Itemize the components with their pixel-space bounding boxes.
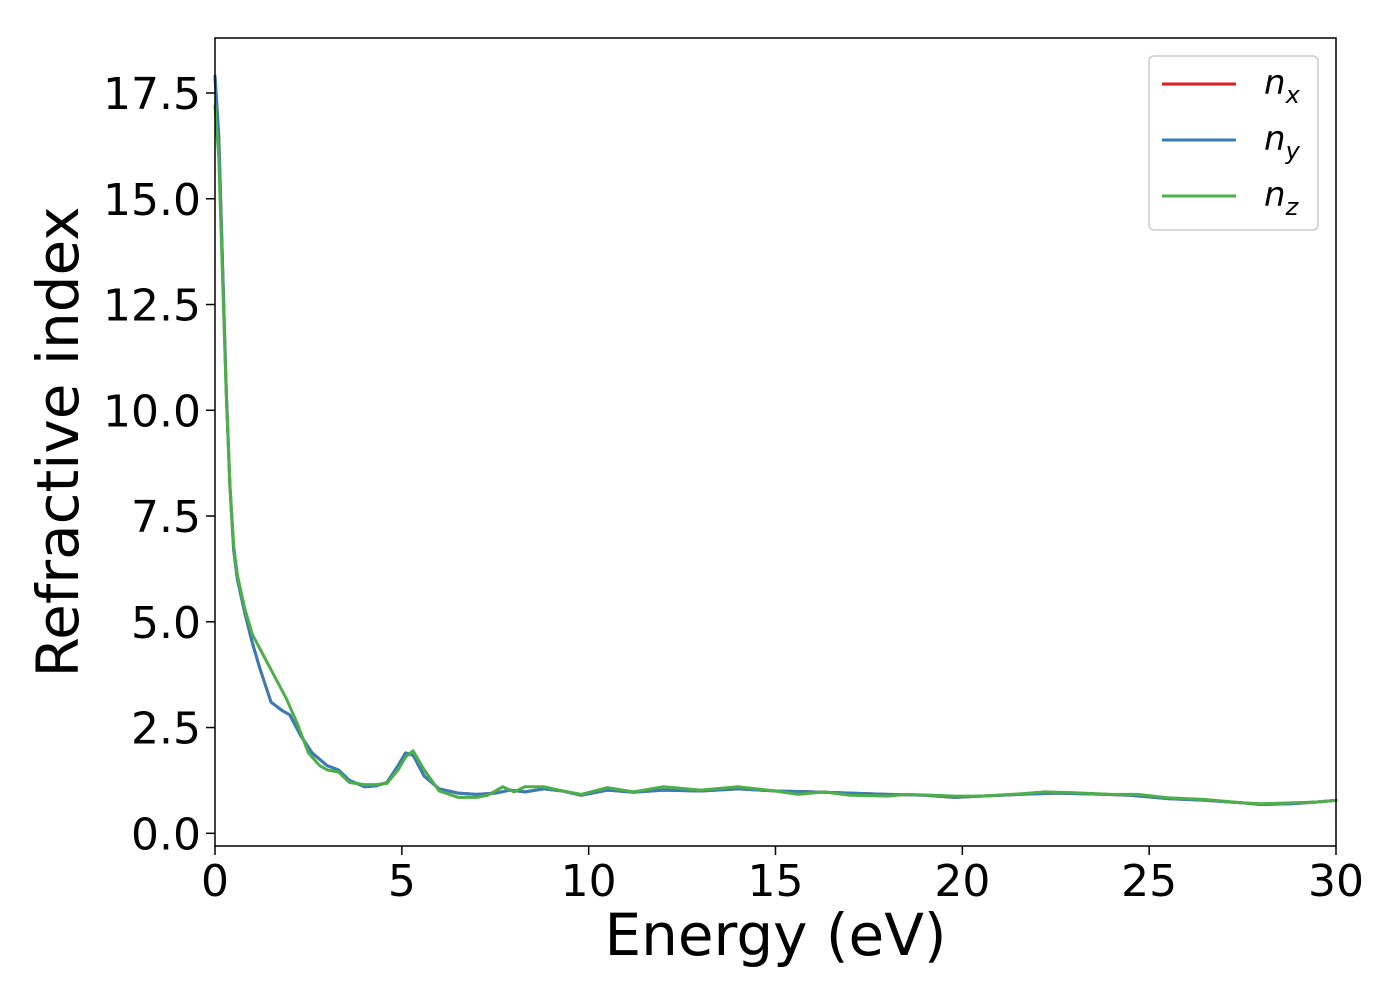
legend-entry-n-y: ny (1162, 119, 1301, 165)
x-tick-label: 10 (561, 856, 617, 907)
legend-label-subscript: y (1285, 137, 1301, 165)
legend-label-main: n (1264, 119, 1286, 159)
y-tick-label: 5.0 (131, 598, 201, 649)
x-tick-label: 0 (201, 856, 229, 907)
plot-lines (213, 74, 1338, 807)
legend-entry-n-x: nx (1162, 63, 1301, 109)
legend-label: nz (1264, 175, 1300, 221)
legend-entry-n-z: nz (1162, 175, 1300, 221)
legend-label: ny (1264, 119, 1301, 165)
legend-label: nx (1264, 63, 1301, 109)
y-tick-label: 12.5 (103, 281, 201, 332)
legend-box (1148, 55, 1319, 231)
x-tick-label: 25 (1121, 856, 1177, 907)
x-tick-label: 20 (934, 856, 990, 907)
x-axis-label: Energy (eV) (604, 901, 946, 969)
y-axis-label: Refractive index (24, 206, 92, 677)
x-tick-label: 5 (388, 856, 416, 907)
series-line-n-z (213, 104, 1338, 806)
y-tick-label: 10.0 (103, 386, 201, 437)
y-tick-label: 0.0 (131, 809, 201, 860)
legend-label-main: n (1264, 175, 1286, 215)
legend-label-subscript: z (1285, 193, 1300, 221)
x-axis-ticks: 0 5 10 15 20 25 30 (201, 846, 1364, 907)
y-tick-label: 7.5 (131, 492, 201, 543)
legend-label-main: n (1264, 63, 1286, 103)
y-tick-label: 15.0 (103, 175, 201, 226)
x-tick-label: 30 (1308, 856, 1364, 907)
legend-label-subscript: x (1285, 81, 1301, 109)
x-tick-label: 15 (748, 856, 804, 907)
y-tick-label: 2.5 (131, 704, 201, 755)
y-tick-label: 17.5 (103, 69, 201, 120)
y-axis-ticks: 0.0 2.5 5.0 7.5 10.0 12.5 15.0 17.5 (103, 69, 215, 860)
